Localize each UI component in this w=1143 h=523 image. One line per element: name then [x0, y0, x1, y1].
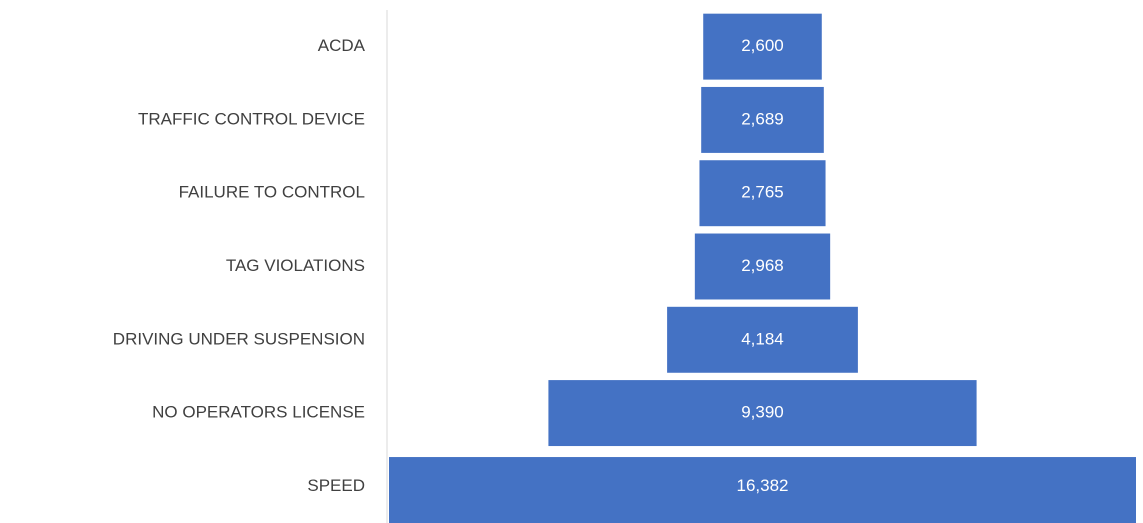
- category-label: TAG VIOLATIONS: [226, 256, 365, 275]
- category-label: TRAFFIC CONTROL DEVICE: [138, 109, 365, 128]
- funnel-bar: [548, 380, 977, 447]
- data-label: 2,689: [741, 109, 784, 128]
- data-label: 9,390: [741, 403, 784, 422]
- category-label: NO OPERATORS LICENSE: [152, 403, 365, 422]
- data-label: 2,968: [741, 256, 784, 275]
- funnel-bar: [699, 160, 826, 227]
- category-label: ACDA: [318, 36, 366, 55]
- category-label: DRIVING UNDER SUSPENSION: [113, 329, 365, 348]
- data-label: 16,382: [737, 476, 789, 495]
- category-label: SPEED: [307, 476, 365, 495]
- funnel-bar: [694, 233, 831, 300]
- funnel-bar: [701, 86, 824, 153]
- funnel-bar: [667, 306, 858, 373]
- funnel-bar: [389, 457, 1136, 523]
- data-label: 2,765: [741, 183, 784, 202]
- data-label: 2,600: [741, 36, 784, 55]
- category-label: FAILURE TO CONTROL: [179, 183, 365, 202]
- funnel-bar: [703, 13, 822, 80]
- data-label: 4,184: [741, 329, 784, 348]
